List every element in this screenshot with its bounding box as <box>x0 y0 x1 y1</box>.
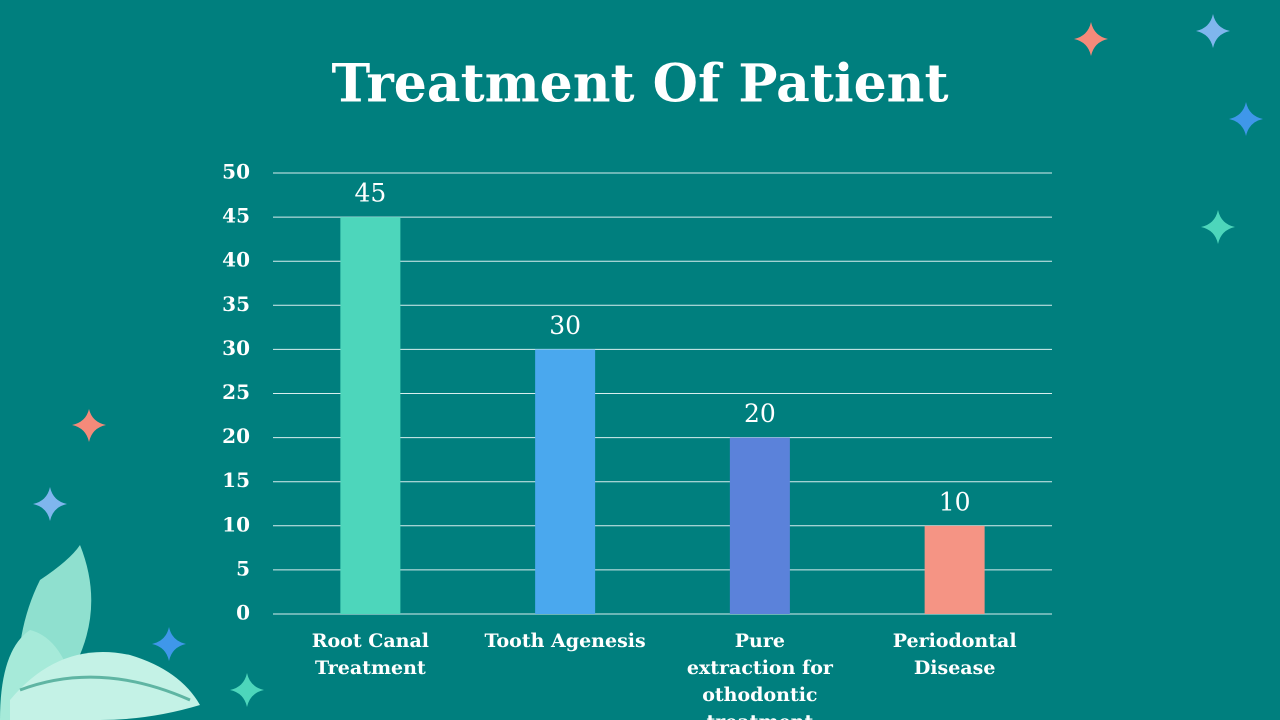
bar <box>729 437 790 614</box>
x-tick-label: Tooth Agenesis <box>484 630 646 652</box>
chart-title: Treatment Of Patient <box>332 54 949 115</box>
y-tick-label: 15 <box>222 468 250 492</box>
bar <box>924 525 985 614</box>
y-tick-label: 10 <box>222 512 250 536</box>
y-tick-label: 30 <box>222 336 250 360</box>
y-tick-label: 40 <box>222 248 250 272</box>
y-tick-label: 5 <box>236 556 250 580</box>
data-label: 10 <box>939 487 971 516</box>
data-label: 30 <box>549 311 581 340</box>
data-label: 20 <box>744 399 776 428</box>
x-tick-label: Periodontal Disease <box>892 630 1024 679</box>
y-tick-label: 45 <box>222 204 250 228</box>
decorations <box>0 14 1263 720</box>
x-tick-label: Root Canal Treatment <box>311 630 436 679</box>
y-tick-label: 25 <box>222 380 250 404</box>
data-label: 45 <box>354 179 386 208</box>
y-tick-label: 0 <box>236 601 250 625</box>
bar <box>340 217 401 614</box>
bar <box>535 349 596 614</box>
y-tick-label: 50 <box>222 160 250 184</box>
y-tick-label: 20 <box>222 424 250 448</box>
y-tick-label: 35 <box>222 292 250 316</box>
x-tick-label: Pure extraction for othodontic treatment <box>686 630 833 720</box>
